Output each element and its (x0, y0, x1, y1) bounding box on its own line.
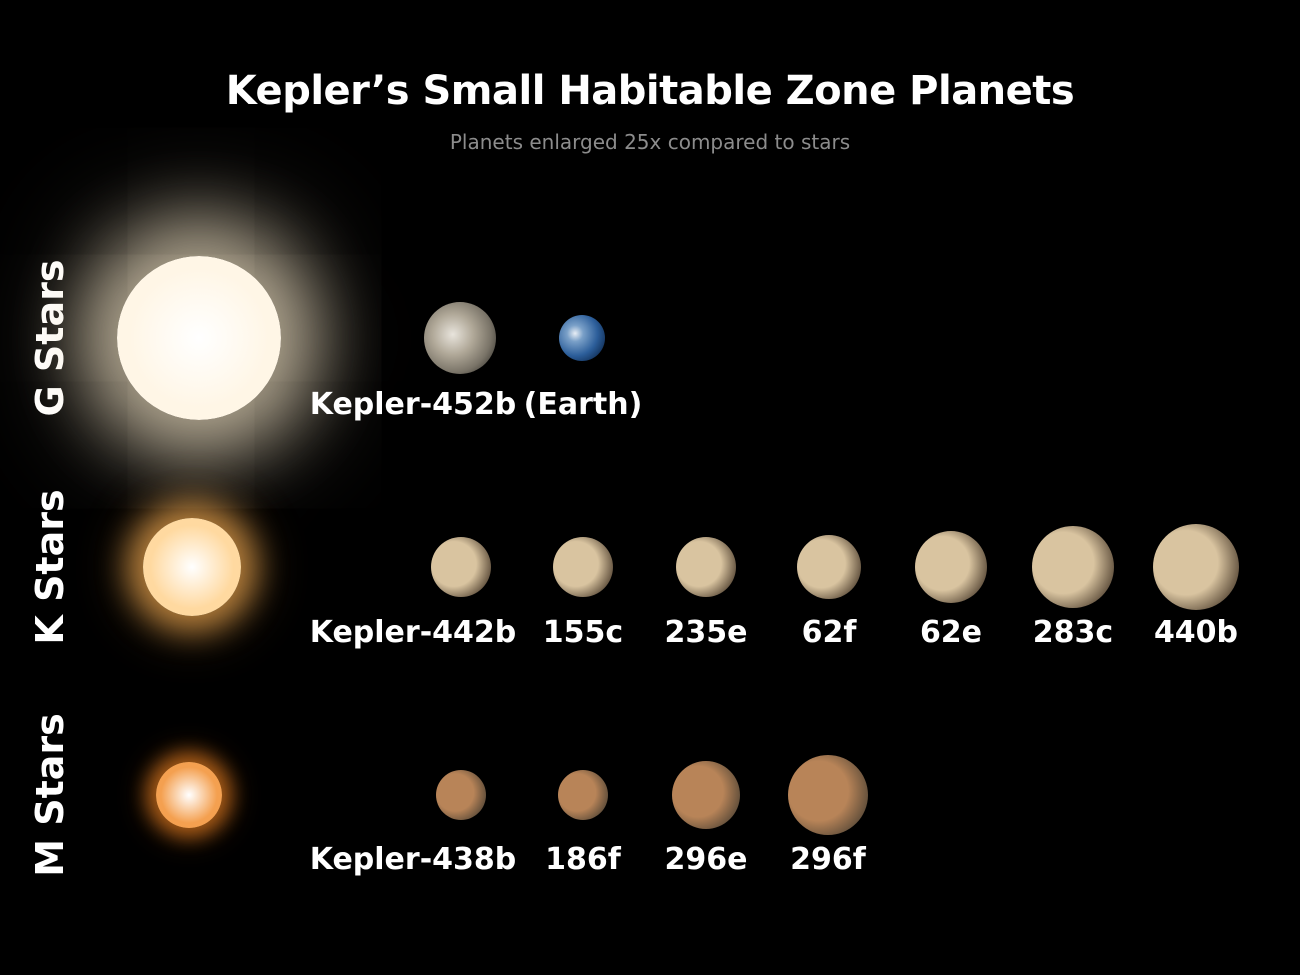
star-m-stars (156, 762, 222, 828)
planet-283c (1032, 526, 1114, 608)
planet-label: (Earth) (523, 387, 643, 422)
planet-kepler-438b (436, 770, 486, 820)
planet-label: 62e (919, 615, 983, 650)
planet-label: Kepler-438b (309, 842, 517, 877)
planet-label: 235e (664, 615, 748, 650)
planet-label: 296f (790, 842, 866, 877)
planet-440b (1153, 524, 1239, 610)
planet-296e (672, 761, 740, 829)
planet-62f (797, 535, 861, 599)
planet-kepler-442b (431, 537, 491, 597)
planet-earth (559, 315, 605, 361)
planet-label: Kepler-442b (309, 615, 517, 650)
planet-label: 440b (1153, 615, 1239, 650)
subtitle: Planets enlarged 25x compared to stars (449, 130, 851, 154)
planet-label: 283c (1032, 615, 1114, 650)
row-label-1: K Stars (28, 489, 72, 645)
planet-kepler-452b (424, 302, 496, 374)
planet-label: Kepler-452b (309, 387, 517, 422)
planet-186f (558, 770, 608, 820)
planet-235e (676, 537, 736, 597)
planet-155c (553, 537, 613, 597)
planet-label: 296e (664, 842, 748, 877)
page-title: Kepler’s Small Habitable Zone Planets (225, 68, 1075, 114)
planet-296f (788, 755, 868, 835)
planet-62e (915, 531, 987, 603)
planet-label: 62f (801, 615, 857, 650)
star-k-stars (143, 518, 241, 616)
row-label-0: G Stars (28, 259, 72, 417)
planet-label: 155c (542, 615, 624, 650)
row-label-2: M Stars (28, 713, 72, 877)
star-g-stars (117, 256, 281, 420)
planet-label: 186f (545, 842, 621, 877)
